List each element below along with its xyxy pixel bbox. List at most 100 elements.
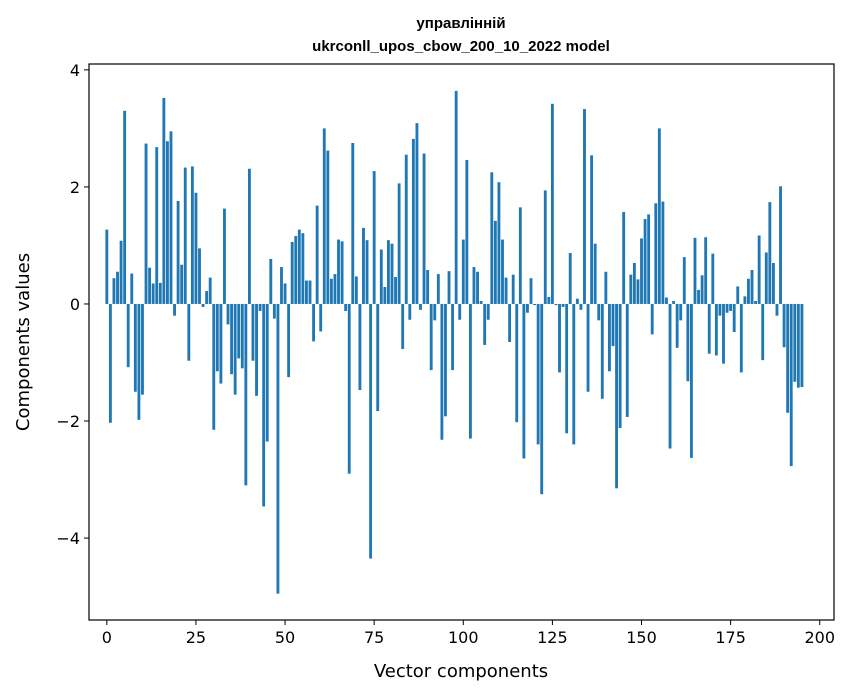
bar <box>618 303 622 429</box>
bar <box>768 202 772 304</box>
bar <box>422 153 426 304</box>
bar <box>344 303 348 311</box>
bar <box>155 147 159 304</box>
bar <box>258 303 262 311</box>
x-tick-label: 50 <box>275 628 295 647</box>
bar <box>315 205 319 304</box>
bar <box>486 303 490 320</box>
bar <box>782 303 786 348</box>
bar <box>269 258 273 304</box>
y-axis-label: Components values <box>13 253 34 431</box>
bar <box>401 303 405 350</box>
bar <box>476 271 479 304</box>
bar <box>141 303 144 395</box>
bar <box>793 303 797 382</box>
bar <box>276 303 280 594</box>
bar <box>711 253 715 304</box>
plot-frame <box>88 63 835 621</box>
bar <box>479 301 483 304</box>
bar <box>176 200 180 304</box>
bar <box>568 253 572 304</box>
bar <box>647 214 651 304</box>
bar <box>672 301 676 304</box>
bar <box>526 303 529 313</box>
bar <box>333 274 337 304</box>
bar <box>565 303 569 434</box>
bar <box>543 190 547 304</box>
bar <box>686 303 690 382</box>
bar <box>764 252 768 304</box>
bar <box>636 279 640 304</box>
bar <box>301 233 305 304</box>
bar <box>337 239 340 304</box>
bar <box>661 201 665 304</box>
bar <box>244 303 248 486</box>
bar <box>297 229 301 304</box>
bar <box>540 303 544 495</box>
bar <box>632 262 636 304</box>
bar <box>665 297 668 304</box>
bar <box>390 243 394 304</box>
x-tick-label: 125 <box>537 628 568 647</box>
bar <box>615 303 618 489</box>
bar <box>265 303 269 442</box>
bar <box>725 303 729 313</box>
bar <box>347 303 351 474</box>
bar <box>397 183 401 304</box>
bar <box>458 303 462 320</box>
bar <box>215 303 219 372</box>
bar <box>800 303 804 388</box>
bar <box>312 303 315 342</box>
bar <box>796 303 800 388</box>
y-axis: −4 −2 0 2 4 <box>56 61 89 548</box>
bar <box>354 276 358 304</box>
bar <box>622 212 626 304</box>
bar <box>707 303 711 354</box>
y-tick-label: 4 <box>70 61 80 80</box>
bar <box>322 128 326 304</box>
bar <box>305 280 308 304</box>
bar <box>682 257 686 304</box>
bar <box>736 286 740 304</box>
bar <box>247 168 251 304</box>
bar <box>511 274 515 304</box>
bar <box>326 150 330 304</box>
bar <box>490 172 494 304</box>
bar <box>643 219 647 304</box>
bar <box>383 286 387 304</box>
bar <box>329 278 333 304</box>
bar <box>465 159 469 304</box>
bar <box>668 303 672 449</box>
bar <box>190 166 194 304</box>
bar <box>226 303 230 325</box>
x-tick-label: 175 <box>715 628 746 647</box>
bar <box>262 303 266 507</box>
bar <box>148 267 152 304</box>
bar <box>205 291 209 304</box>
bar <box>493 220 497 304</box>
bar <box>123 110 127 304</box>
bar <box>654 203 658 304</box>
bar <box>504 277 508 304</box>
bar <box>700 275 704 304</box>
bar <box>547 296 551 304</box>
bar <box>775 303 779 316</box>
bar <box>529 278 533 304</box>
bar <box>358 303 362 390</box>
bar <box>169 131 173 304</box>
bar <box>739 303 743 373</box>
bar <box>180 264 184 304</box>
bar <box>404 154 408 304</box>
bar <box>280 267 283 304</box>
bar <box>497 182 501 304</box>
bar <box>689 303 693 458</box>
bar <box>789 303 793 467</box>
bar <box>454 90 458 304</box>
bar <box>223 208 226 304</box>
bar <box>472 267 476 304</box>
bar <box>394 277 397 304</box>
bar <box>533 303 536 306</box>
bar <box>461 239 465 304</box>
